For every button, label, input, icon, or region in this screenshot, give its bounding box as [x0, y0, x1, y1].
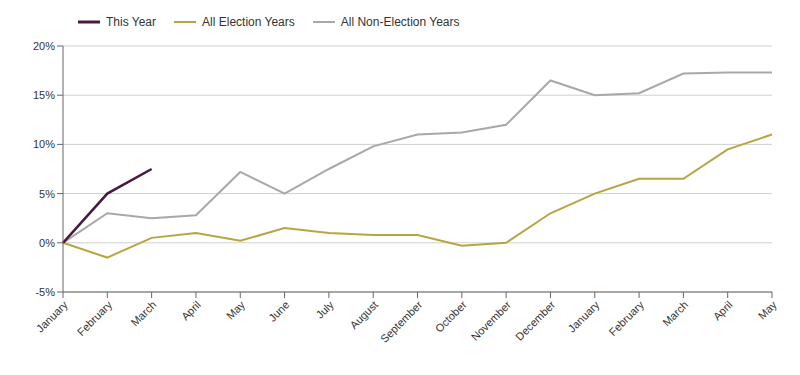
svg-text:May: May [224, 298, 248, 322]
svg-text:May: May [756, 298, 780, 322]
html-text:All Non-Election Years: All Non-Election Years [340, 15, 460, 29]
svg-text:August: August [347, 298, 380, 331]
svg-text:March: March [660, 298, 690, 328]
svg-text:September: September [378, 298, 425, 345]
svg-text:January: January [34, 298, 71, 335]
svg-text:April: April [711, 298, 735, 322]
svg-text:February: February [606, 298, 646, 338]
svg-text:15%: 15% [33, 89, 55, 101]
html-text:This Year: This Year [106, 15, 156, 29]
svg-text:5%: 5% [39, 188, 55, 200]
svg-text:December: December [513, 298, 558, 343]
svg-text:10%: 10% [33, 138, 55, 150]
svg-text:October: October [433, 298, 469, 334]
html-text:All Election Years: All Election Years [202, 15, 295, 29]
svg-text:March: March [128, 298, 158, 328]
svg-text:June: June [266, 298, 291, 323]
svg-text:0%: 0% [39, 237, 55, 249]
svg-text:January: January [566, 298, 603, 335]
svg-text:April: April [179, 298, 203, 322]
svg-text:February: February [75, 298, 115, 338]
svg-text:November: November [469, 298, 514, 343]
svg-text:-5%: -5% [35, 286, 55, 298]
svg-text:20%: 20% [33, 40, 55, 52]
svg-text:July: July [313, 298, 336, 321]
